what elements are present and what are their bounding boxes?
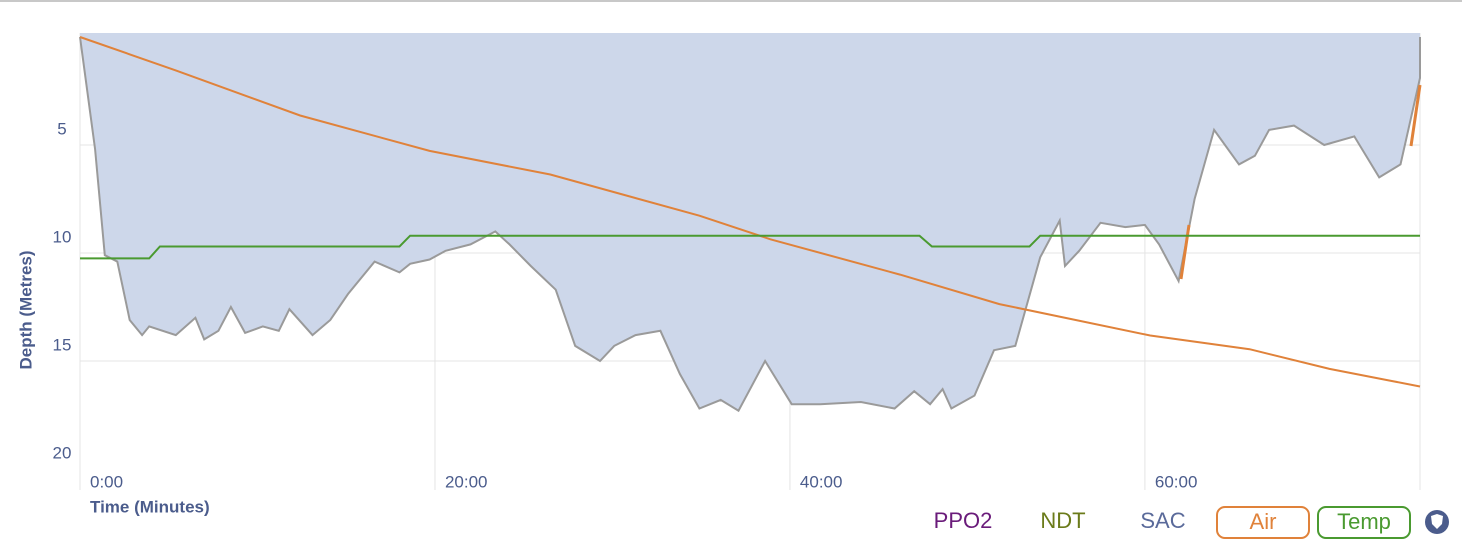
x-tick-label: 20:00 (445, 472, 488, 491)
x-tick-label: 0:00 (90, 472, 123, 491)
toggle-button[interactable]: NDT (1040, 508, 1085, 533)
toggle-button[interactable]: Air (1216, 506, 1310, 539)
depth-area (80, 33, 1420, 411)
x-tick-label: 60:00 (1155, 472, 1198, 491)
plot (79, 33, 1422, 490)
ascent-marker (1409, 84, 1422, 147)
button-border (1317, 506, 1411, 539)
series-line (80, 234, 1420, 260)
y-axis-label: Depth (Metres) (16, 250, 35, 369)
toggle-button[interactable]: PPO2 (934, 508, 993, 533)
series-line (79, 36, 1421, 388)
y-tick-label: 10 (53, 227, 72, 246)
button-label: Air (1250, 509, 1277, 534)
button-label: Temp (1337, 509, 1391, 534)
y-tick-label: 20 (53, 443, 72, 462)
x-axis-label: Time (Minutes) (90, 497, 210, 516)
y-tick-label: 15 (53, 335, 72, 354)
toggle-button[interactable]: Temp (1317, 506, 1411, 539)
y-tick-label: 5 (57, 119, 66, 138)
shield-icon[interactable] (1425, 510, 1449, 534)
button-border (1216, 506, 1310, 539)
toggle-button[interactable]: SAC (1140, 508, 1185, 533)
x-tick-label: 40:00 (800, 472, 843, 491)
ascent-marker (1179, 224, 1191, 280)
